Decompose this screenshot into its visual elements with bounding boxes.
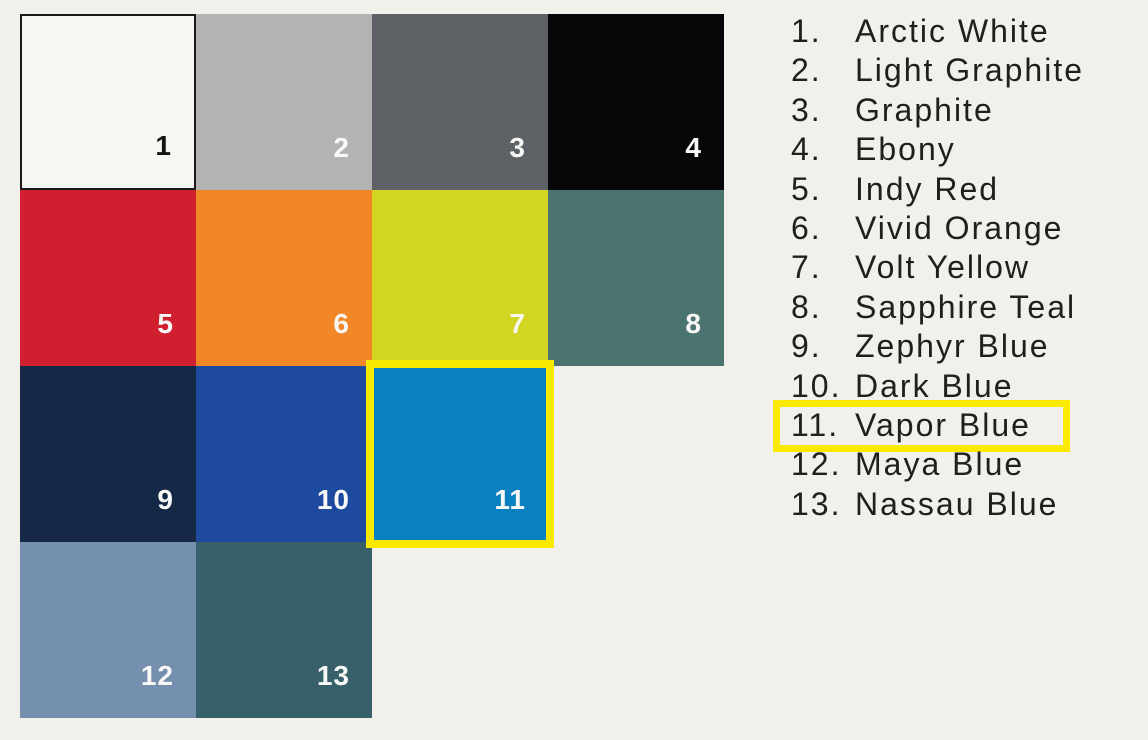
legend-item-volt-yellow[interactable]: 7. Volt Yellow bbox=[791, 248, 1084, 287]
legend-item-light-graphite[interactable]: 2. Light Graphite bbox=[791, 51, 1084, 90]
legend-item-number: 10. bbox=[791, 367, 842, 404]
swatch-5-indy-red[interactable]: 5 bbox=[20, 190, 196, 366]
swatch-7-volt-yellow[interactable]: 7 bbox=[372, 190, 548, 366]
legend-item-label: Indy Red bbox=[855, 170, 1000, 207]
legend-item-arctic-white[interactable]: 1. Arctic White bbox=[791, 12, 1084, 51]
swatch-number: 7 bbox=[509, 308, 526, 339]
legend-item-number: 3. bbox=[791, 91, 822, 128]
legend-item-nassau-blue[interactable]: 13. Nassau Blue bbox=[791, 485, 1084, 524]
legend-item-label: Nassau Blue bbox=[855, 485, 1059, 522]
legend-item-maya-blue[interactable]: 12. Maya Blue bbox=[791, 445, 1084, 484]
swatch-11-vapor-blue[interactable]: 11 bbox=[366, 360, 554, 548]
swatch-10-dark-blue[interactable]: 10 bbox=[196, 366, 372, 542]
swatch-3-graphite[interactable]: 3 bbox=[372, 14, 548, 190]
swatch-number: 2 bbox=[333, 132, 350, 163]
swatch-6-vivid-orange[interactable]: 6 bbox=[196, 190, 372, 366]
legend-item-number: 6. bbox=[791, 210, 822, 247]
legend-item-label: Sapphire Teal bbox=[855, 288, 1077, 325]
swatch-number: 4 bbox=[685, 132, 702, 163]
swatch-number: 6 bbox=[333, 308, 350, 339]
legend-item-label: Ebony bbox=[855, 131, 956, 168]
legend-item-number: 5. bbox=[791, 170, 822, 207]
legend-item-dark-blue[interactable]: 10. Dark Blue bbox=[791, 367, 1084, 406]
legend-item-label: Light Graphite bbox=[855, 52, 1085, 89]
swatch-number: 12 bbox=[140, 660, 174, 691]
swatch-number: 5 bbox=[157, 308, 174, 339]
legend-item-vapor-blue[interactable]: 11. Vapor Blue bbox=[773, 400, 1084, 453]
swatch-number: 9 bbox=[157, 484, 174, 515]
legend-item-label: Vapor Blue bbox=[855, 407, 1031, 444]
legend-item-number: 11. bbox=[791, 407, 840, 444]
swatch-12-maya-blue[interactable]: 12 bbox=[20, 542, 196, 718]
legend-item-number: 8. bbox=[791, 288, 822, 325]
legend-item-label: Volt Yellow bbox=[855, 249, 1031, 286]
legend-item-zephyr-blue[interactable]: 9. Zephyr Blue bbox=[791, 327, 1084, 366]
swatch-number: 11 bbox=[494, 484, 526, 515]
legend-item-sapphire-teal[interactable]: 8. Sapphire Teal bbox=[791, 288, 1084, 327]
legend-item-graphite[interactable]: 3. Graphite bbox=[791, 91, 1084, 130]
swatch-number: 1 bbox=[155, 130, 172, 161]
legend-item-label: Graphite bbox=[855, 91, 994, 128]
swatch-number: 10 bbox=[316, 484, 350, 515]
legend-item-label: Zephyr Blue bbox=[855, 328, 1050, 365]
selection-highlight-ring bbox=[366, 360, 554, 548]
swatch-13-nassau-blue[interactable]: 13 bbox=[196, 542, 372, 718]
swatch-number: 3 bbox=[509, 132, 526, 163]
color-legend: 1. Arctic White 2. Light Graphite 3. Graphite… bbox=[773, 12, 1084, 524]
legend-item-label: Dark Blue bbox=[855, 367, 1014, 404]
legend-item-number: 7. bbox=[791, 249, 822, 286]
legend-item-label: Maya Blue bbox=[855, 446, 1025, 483]
legend-item-ebony[interactable]: 4. Ebony bbox=[791, 130, 1084, 169]
swatch-number: 8 bbox=[685, 308, 702, 339]
legend-item-number: 13. bbox=[791, 485, 842, 522]
legend-item-label: Vivid Orange bbox=[855, 210, 1064, 247]
swatch-1-arctic-white[interactable]: 1 bbox=[20, 14, 196, 190]
swatch-4-ebony[interactable]: 4 bbox=[548, 14, 724, 190]
legend-item-number: 1. bbox=[791, 13, 822, 49]
legend-item-number: 2. bbox=[791, 52, 822, 89]
legend-item-number: 4. bbox=[791, 131, 822, 168]
legend-item-indy-red[interactable]: 5. Indy Red bbox=[791, 170, 1084, 209]
swatch-2-light-graphite[interactable]: 2 bbox=[196, 14, 372, 190]
legend-item-vivid-orange[interactable]: 6. Vivid Orange bbox=[791, 209, 1084, 248]
swatch-number: 13 bbox=[316, 660, 350, 691]
swatch-8-sapphire-teal[interactable]: 8 bbox=[548, 190, 724, 366]
legend-item-number: 9. bbox=[791, 328, 822, 365]
legend-item-label: Arctic White bbox=[855, 13, 1050, 49]
legend-item-number: 12. bbox=[791, 446, 842, 483]
swatch-9-zephyr-blue[interactable]: 9 bbox=[20, 366, 196, 542]
